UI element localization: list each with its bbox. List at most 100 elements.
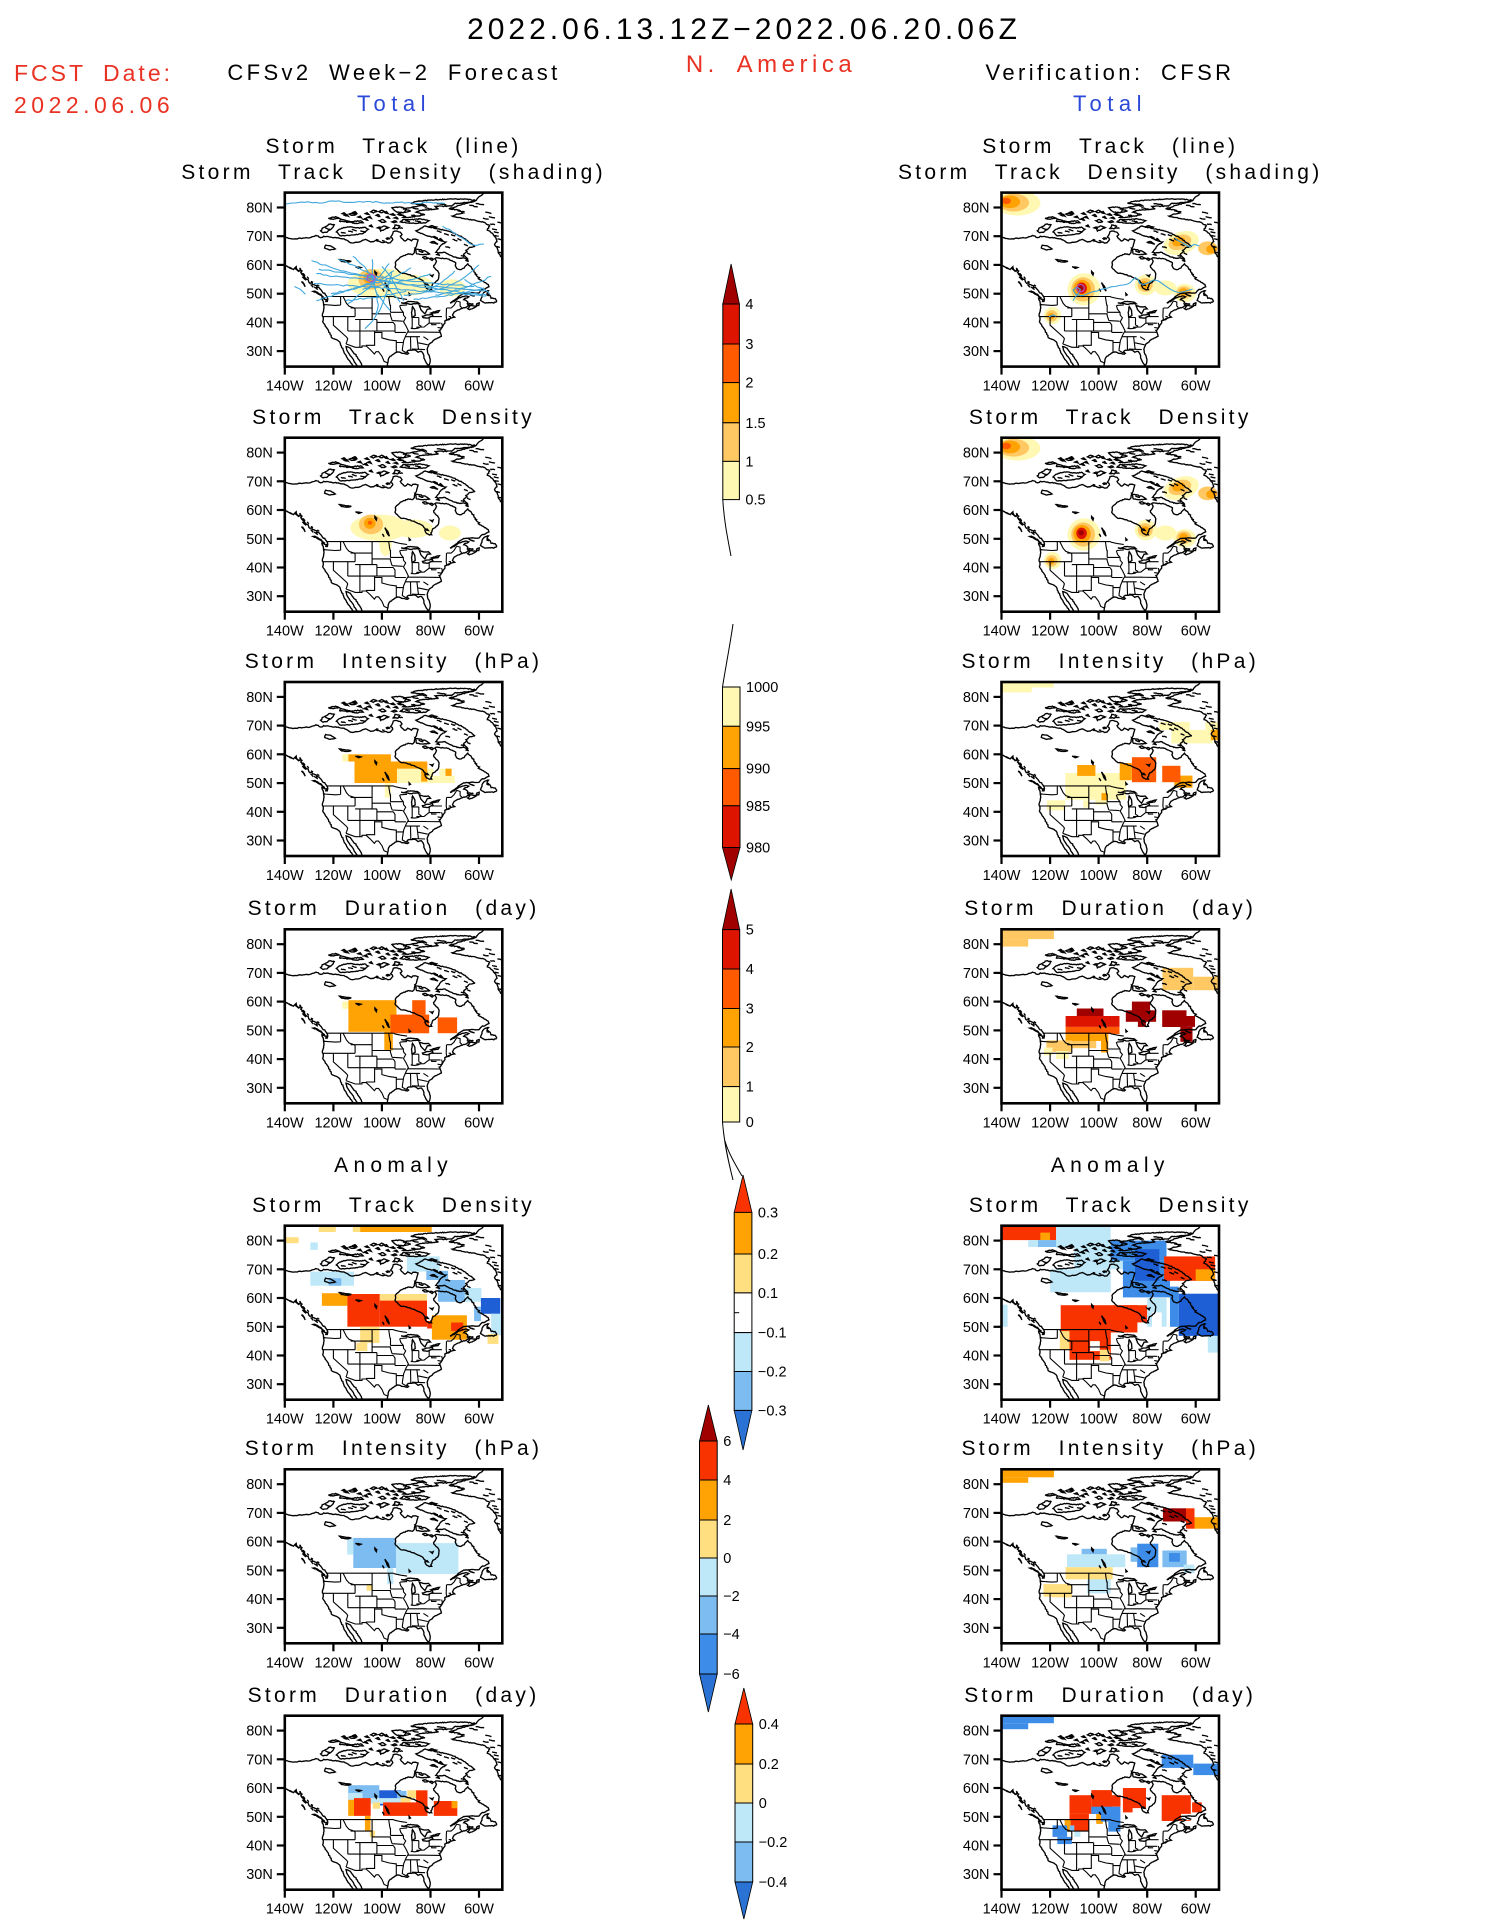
svg-text:140W: 140W: [266, 624, 304, 640]
svg-text:80W: 80W: [1132, 379, 1162, 395]
svg-text:140W: 140W: [266, 1655, 304, 1671]
svg-text:Storm Intensity (hPa): Storm Intensity (hPa): [245, 650, 543, 673]
svg-text:3: 3: [746, 1002, 754, 1018]
svg-text:30N: 30N: [963, 1377, 990, 1393]
svg-text:CFSv2 Week−2 Forecast: CFSv2 Week−2 Forecast: [227, 60, 560, 85]
svg-text:70N: 70N: [963, 719, 990, 735]
svg-text:120W: 120W: [314, 868, 352, 884]
svg-text:40N: 40N: [963, 1052, 990, 1068]
svg-text:120W: 120W: [1031, 1655, 1069, 1671]
svg-text:100W: 100W: [363, 624, 401, 640]
svg-text:60N: 60N: [246, 503, 273, 519]
svg-text:30N: 30N: [963, 1867, 990, 1883]
svg-text:100W: 100W: [363, 1655, 401, 1671]
svg-text:50N: 50N: [246, 532, 273, 548]
svg-text:140W: 140W: [983, 1655, 1021, 1671]
svg-text:80N: 80N: [963, 1477, 990, 1493]
svg-text:60W: 60W: [1181, 379, 1211, 395]
svg-text:70N: 70N: [246, 474, 273, 490]
svg-text:100W: 100W: [363, 868, 401, 884]
svg-text:Storm Track (line): Storm Track (line): [266, 135, 522, 158]
svg-text:5: 5: [746, 923, 754, 939]
svg-text:995: 995: [746, 719, 770, 735]
svg-text:−2: −2: [723, 1589, 740, 1605]
svg-text:N. America: N. America: [686, 51, 856, 78]
svg-text:40N: 40N: [246, 1839, 273, 1855]
svg-text:70N: 70N: [963, 1506, 990, 1522]
svg-text:80N: 80N: [246, 446, 273, 462]
svg-text:80N: 80N: [963, 1724, 990, 1740]
svg-text:Storm Intensity (hPa): Storm Intensity (hPa): [245, 1437, 543, 1460]
svg-text:50N: 50N: [963, 1320, 990, 1336]
svg-text:2: 2: [723, 1513, 731, 1529]
svg-text:100W: 100W: [363, 379, 401, 395]
svg-text:120W: 120W: [314, 1115, 352, 1131]
svg-text:80W: 80W: [1132, 1412, 1162, 1428]
svg-text:100W: 100W: [1080, 624, 1118, 640]
svg-text:40N: 40N: [963, 561, 990, 577]
svg-text:80W: 80W: [1132, 1902, 1162, 1918]
svg-text:4: 4: [746, 962, 754, 978]
svg-text:0.3: 0.3: [758, 1205, 778, 1221]
svg-text:60W: 60W: [464, 868, 494, 884]
svg-text:−0.4: −0.4: [759, 1875, 788, 1891]
svg-text:40N: 40N: [246, 315, 273, 331]
svg-text:40N: 40N: [246, 1052, 273, 1068]
svg-text:60N: 60N: [963, 1291, 990, 1307]
svg-text:2: 2: [745, 376, 753, 392]
svg-text:100W: 100W: [1080, 1655, 1118, 1671]
svg-text:985: 985: [746, 799, 770, 815]
svg-text:50N: 50N: [246, 287, 273, 303]
svg-text:70N: 70N: [963, 229, 990, 245]
svg-text:1: 1: [745, 454, 753, 470]
svg-text:140W: 140W: [266, 1902, 304, 1918]
svg-text:2022.06.06: 2022.06.06: [14, 92, 174, 118]
svg-text:60N: 60N: [963, 1535, 990, 1551]
svg-text:40N: 40N: [963, 1592, 990, 1608]
svg-text:120W: 120W: [1031, 868, 1069, 884]
svg-text:80W: 80W: [416, 1115, 446, 1131]
svg-text:80N: 80N: [246, 690, 273, 706]
svg-text:70N: 70N: [963, 966, 990, 982]
svg-text:2: 2: [746, 1040, 754, 1056]
svg-text:80W: 80W: [416, 1655, 446, 1671]
svg-text:120W: 120W: [1031, 1115, 1069, 1131]
svg-text:80W: 80W: [416, 379, 446, 395]
svg-text:80N: 80N: [246, 1477, 273, 1493]
svg-text:−0.1: −0.1: [758, 1326, 787, 1342]
svg-text:50N: 50N: [246, 1810, 273, 1826]
svg-text:50N: 50N: [246, 1563, 273, 1579]
svg-text:50N: 50N: [246, 776, 273, 792]
svg-text:Storm Duration (day): Storm Duration (day): [964, 897, 1256, 920]
svg-text:70N: 70N: [963, 1262, 990, 1278]
svg-text:Storm Track Density (shading): Storm Track Density (shading): [898, 161, 1323, 184]
svg-text:80W: 80W: [1132, 1115, 1162, 1131]
svg-text:70N: 70N: [963, 1752, 990, 1768]
svg-text:80W: 80W: [416, 624, 446, 640]
svg-text:Total: Total: [1073, 91, 1147, 116]
svg-text:60W: 60W: [1181, 1115, 1211, 1131]
svg-text:30N: 30N: [963, 834, 990, 850]
svg-text:140W: 140W: [266, 1412, 304, 1428]
svg-text:140W: 140W: [266, 379, 304, 395]
svg-text:120W: 120W: [314, 1655, 352, 1671]
svg-text:70N: 70N: [246, 229, 273, 245]
svg-text:50N: 50N: [963, 532, 990, 548]
svg-text:50N: 50N: [963, 776, 990, 792]
svg-text:0.2: 0.2: [759, 1757, 779, 1773]
svg-text:120W: 120W: [1031, 379, 1069, 395]
svg-text:1.5: 1.5: [745, 416, 765, 432]
svg-text:−4: −4: [723, 1627, 740, 1643]
svg-text:Storm Track Density: Storm Track Density: [252, 1194, 535, 1217]
svg-text:0.2: 0.2: [758, 1247, 778, 1263]
svg-text:100W: 100W: [1080, 1412, 1118, 1428]
svg-text:60W: 60W: [1181, 1902, 1211, 1918]
svg-text:Total: Total: [357, 91, 431, 116]
svg-text:50N: 50N: [246, 1320, 273, 1336]
svg-text:30N: 30N: [963, 1621, 990, 1637]
svg-text:60N: 60N: [246, 1781, 273, 1797]
svg-text:30N: 30N: [963, 1081, 990, 1097]
svg-text:60N: 60N: [963, 747, 990, 763]
svg-text:40N: 40N: [963, 805, 990, 821]
svg-text:Verification: CFSR: Verification: CFSR: [986, 60, 1235, 85]
